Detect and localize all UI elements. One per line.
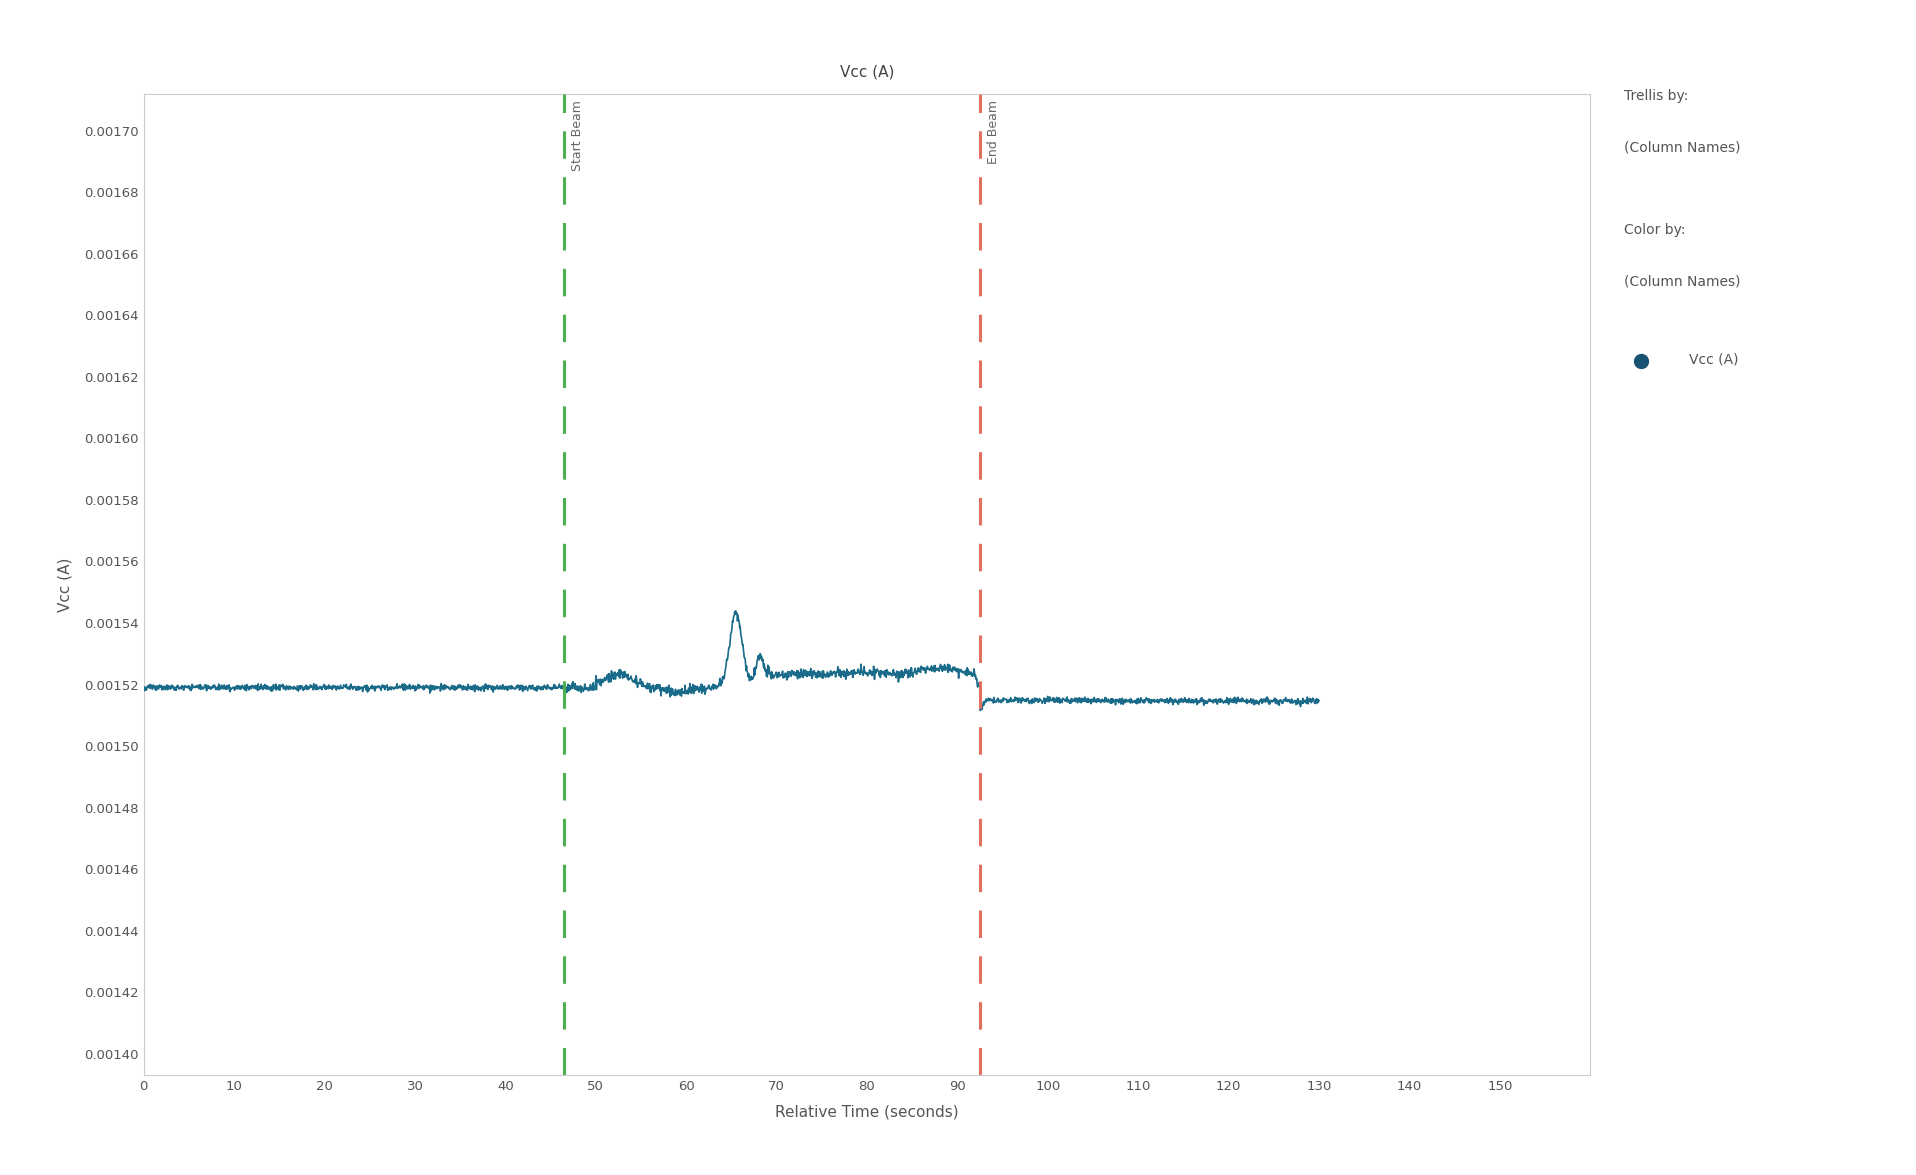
Text: (Column Names): (Column Names): [1623, 274, 1740, 288]
Y-axis label: Vcc (A): Vcc (A): [57, 557, 73, 612]
Text: End Beam: End Beam: [987, 100, 1000, 165]
Text: Vcc (A): Vcc (A): [1688, 352, 1738, 367]
Text: Vcc (A): Vcc (A): [839, 65, 895, 80]
Text: Start Beam: Start Beam: [571, 100, 584, 172]
X-axis label: Relative Time (seconds): Relative Time (seconds): [776, 1104, 958, 1119]
Text: (Column Names): (Column Names): [1623, 141, 1740, 155]
Text: Color by:: Color by:: [1623, 223, 1684, 236]
Text: Trellis by:: Trellis by:: [1623, 89, 1688, 103]
